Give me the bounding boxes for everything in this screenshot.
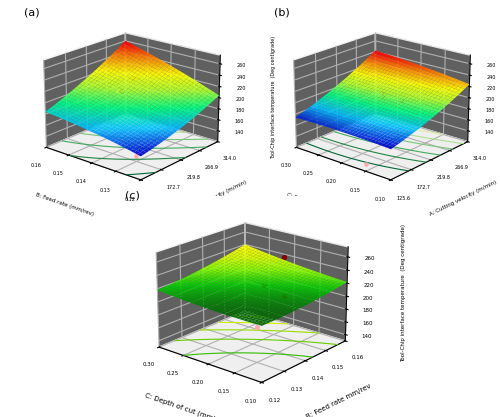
X-axis label: C: Depth of cut (mm): C: Depth of cut (mm) <box>286 192 343 216</box>
Text: (a): (a) <box>24 8 40 18</box>
X-axis label: C: Depth of cut (mm): C: Depth of cut (mm) <box>144 392 216 417</box>
X-axis label: B: Feed rate (mm/rev): B: Feed rate (mm/rev) <box>35 192 94 216</box>
Y-axis label: A: Cutting velocity (m/min): A: Cutting velocity (m/min) <box>178 180 247 217</box>
Text: (c): (c) <box>125 190 140 200</box>
Y-axis label: B: Feed rate mm/rev: B: Feed rate mm/rev <box>306 382 372 417</box>
Text: (b): (b) <box>274 8 290 18</box>
Y-axis label: A: Cutting velocity (m/min): A: Cutting velocity (m/min) <box>428 180 497 217</box>
